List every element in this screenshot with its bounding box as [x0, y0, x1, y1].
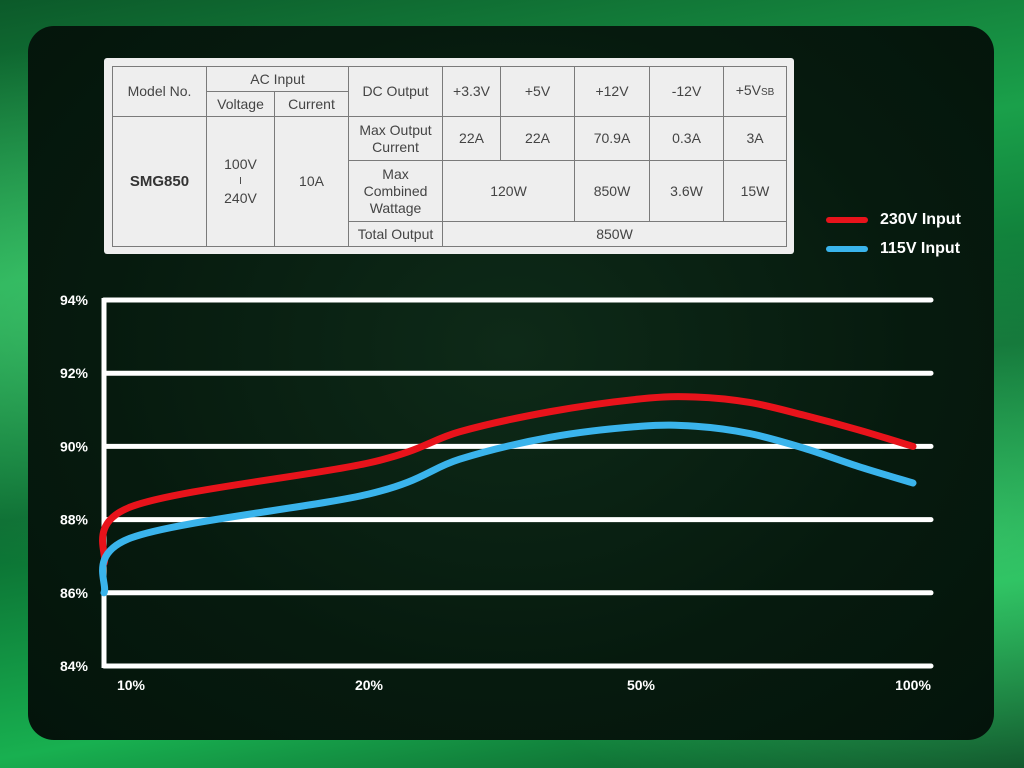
y-tick-label: 84%	[60, 658, 89, 674]
y-tick-label: 92%	[60, 365, 89, 381]
voltage-range: 100V I 240V	[206, 116, 275, 247]
max-output-current-label: Max Output Current	[348, 116, 444, 161]
y-tick-label: 90%	[60, 438, 89, 454]
combined-12v: 850W	[574, 160, 651, 222]
input-current: 10A	[273, 116, 350, 247]
legend-item-230v: 230V Input	[826, 205, 961, 234]
legend-label-230v: 230V Input	[880, 210, 961, 228]
header-rail-12v: +12V	[574, 66, 651, 117]
x-tick-label: 100%	[895, 677, 931, 693]
model-number: SMG850	[112, 116, 207, 247]
header-rail-5vsb: +5VSB	[723, 66, 788, 117]
total-output-value: 850W	[442, 221, 788, 247]
y-tick-label: 94%	[60, 292, 89, 308]
header-voltage: Voltage	[206, 91, 275, 117]
max-current-neg12v: 0.3A	[649, 116, 725, 161]
legend-swatch-230v	[826, 216, 868, 223]
y-tick-label: 86%	[60, 585, 89, 601]
max-combined-wattage-label: Max Combined Wattage	[348, 160, 444, 222]
legend-item-115v: 115V Input	[826, 234, 961, 263]
series-line-230v	[99, 393, 917, 568]
x-tick-label: 10%	[117, 677, 146, 693]
total-output-label: Total Output	[348, 221, 444, 247]
combined-5vsb: 15W	[723, 160, 788, 222]
legend-label-115v: 115V Input	[880, 239, 961, 257]
x-tick-label: 20%	[355, 677, 384, 693]
header-model-no: Model No.	[112, 66, 207, 117]
y-tick-label: 88%	[60, 512, 89, 528]
legend-swatch-115v	[826, 245, 868, 252]
header-rail-neg12v: -12V	[649, 66, 725, 117]
x-tick-label: 50%	[627, 677, 656, 693]
chart-legend: 230V Input 115V Input	[826, 205, 961, 263]
header-dc-output: DC Output	[348, 66, 444, 117]
max-current-5vsb: 3A	[723, 116, 788, 161]
spec-table: Model No. AC Input DC Output +3.3V +5V +…	[104, 58, 794, 254]
max-current-12v: 70.9A	[574, 116, 651, 161]
series-line-115v	[99, 421, 917, 597]
